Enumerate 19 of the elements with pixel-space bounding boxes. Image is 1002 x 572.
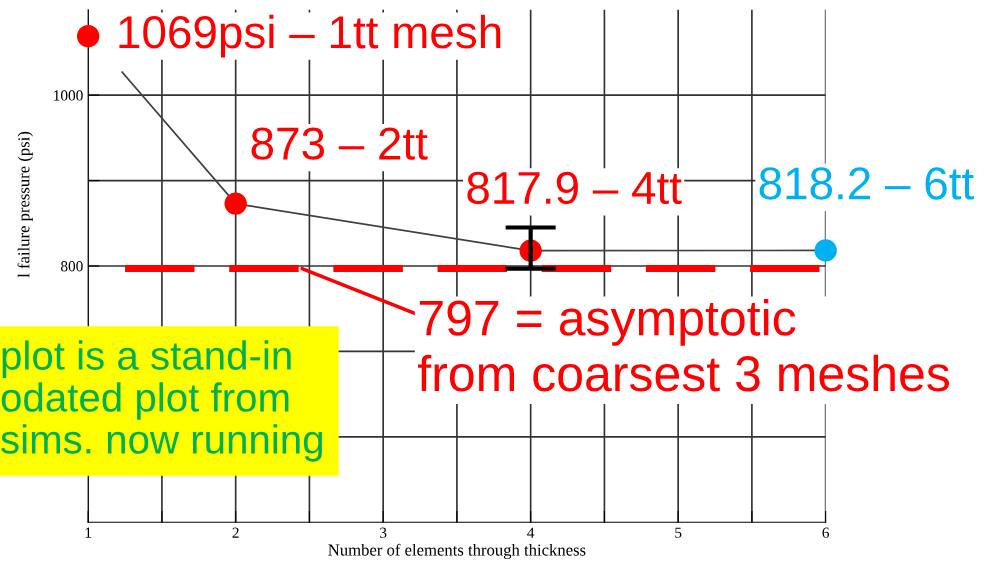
x-tick-label: 3 xyxy=(380,527,387,538)
annotation: 818.2 – 6tt xyxy=(759,167,974,200)
annotation: 817.9 – 4tt xyxy=(467,171,682,205)
annotation: 873 – 2tt xyxy=(251,127,428,160)
point xyxy=(224,192,247,215)
x-tick-label: 5 xyxy=(675,527,682,538)
y-tick-label: 800 xyxy=(60,261,83,272)
point xyxy=(76,25,100,48)
x-tick-label: 1 xyxy=(85,527,92,538)
x-axis-title: Number of elements through thickness xyxy=(328,543,586,560)
annotation: 1069psi – 1tt mesh xyxy=(119,14,501,58)
y-axis-title: l failure pressure (psi) xyxy=(17,131,33,278)
x-tick-label: 2 xyxy=(232,527,239,538)
x-tick-label: 6 xyxy=(822,527,830,538)
ref-line-label: 797 = asymptotic from coarsest 3 meshes xyxy=(418,299,950,392)
x-tick-label: 4 xyxy=(527,527,535,538)
annotation: plot is a stand-in odated plot from sims. now running xyxy=(1,340,323,462)
y-tick-label: 1000 xyxy=(54,90,83,101)
point xyxy=(814,239,837,262)
